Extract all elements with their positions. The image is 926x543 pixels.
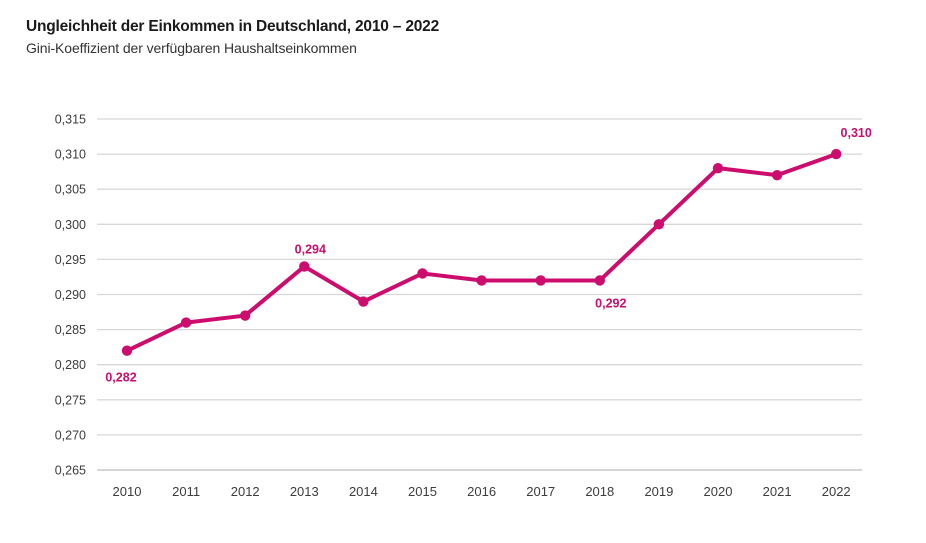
x-axis-tick-label: 2021 xyxy=(763,484,792,499)
y-axis-tick-label: 0,275 xyxy=(55,393,86,407)
chart-title: Ungleichheit der Einkommen in Deutschlan… xyxy=(26,18,440,35)
data-point-2020 xyxy=(712,162,724,174)
y-axis-tick-label: 0,300 xyxy=(55,218,86,232)
data-point-label-2013: 0,294 xyxy=(295,242,326,256)
data-point-2013 xyxy=(299,261,310,272)
data-point-2022 xyxy=(831,148,842,160)
gini-line xyxy=(125,152,839,353)
data-point-2012 xyxy=(240,310,251,321)
y-axis-tick-label: 0,315 xyxy=(55,113,86,127)
data-point-2015 xyxy=(417,268,428,279)
chart-header: Ungleichheit der Einkommen in Deutschlan… xyxy=(26,16,439,59)
x-axis-tick-label: 2015 xyxy=(408,484,437,499)
x-axis-tick-label: 2013 xyxy=(290,484,319,499)
y-axis-tick-label: 0,265 xyxy=(55,464,86,478)
x-axis-tick-label: 2011 xyxy=(172,484,200,499)
x-axis-tick-label: 2018 xyxy=(585,484,614,499)
data-point-2014 xyxy=(358,296,369,307)
data-point-2018 xyxy=(594,275,605,286)
data-point-label-2018: 0,292 xyxy=(595,296,626,310)
x-axis-tick-label: 2022 xyxy=(822,484,851,499)
y-axis-tick-label: 0,305 xyxy=(55,183,86,197)
data-point-2021 xyxy=(771,169,783,181)
data-point-2010 xyxy=(121,345,133,356)
x-axis-tick-label: 2020 xyxy=(704,484,733,499)
y-axis-tick-label: 0,290 xyxy=(55,288,86,302)
y-axis-tick-label: 0,280 xyxy=(55,358,86,372)
y-axis-tick-label: 0,310 xyxy=(55,148,86,162)
y-axis-tick-label: 0,285 xyxy=(55,323,86,337)
data-point-2019 xyxy=(653,219,665,230)
x-axis-tick-label: 2012 xyxy=(231,484,260,499)
x-axis-tick-label: 2019 xyxy=(644,484,673,499)
x-axis-tick-label: 2017 xyxy=(526,484,555,499)
data-point-2011 xyxy=(180,317,192,328)
x-axis-tick-label: 2010 xyxy=(113,484,142,499)
data-point-2016 xyxy=(476,275,487,286)
x-axis-tick-label: 2014 xyxy=(349,484,378,499)
y-axis-tick-label: 0,270 xyxy=(55,428,86,442)
data-point-2017 xyxy=(535,275,546,286)
data-point-label-2022: 0,310 xyxy=(841,126,872,140)
y-axis-tick-label: 0,295 xyxy=(55,253,86,267)
chart-subtitle: Gini-Koeffizient der verfügbaren Haushal… xyxy=(26,40,357,57)
x-axis-tick-label: 2016 xyxy=(467,484,496,499)
data-point-label-2010: 0,282 xyxy=(105,371,136,385)
